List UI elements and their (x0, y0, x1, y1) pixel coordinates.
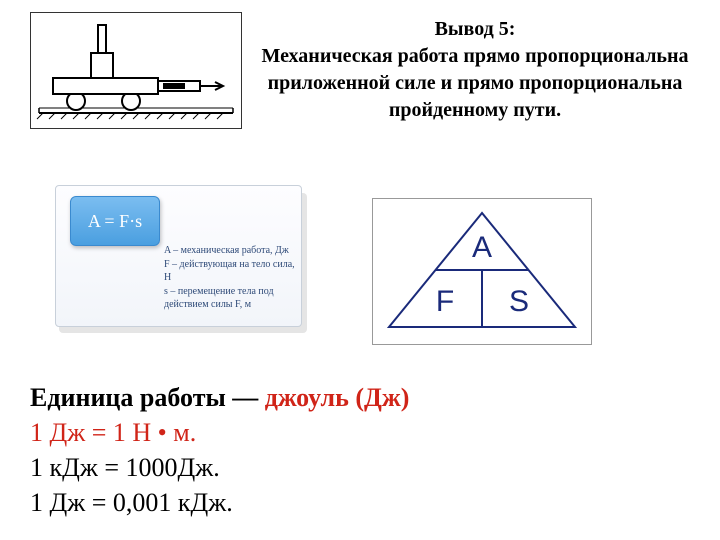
conclusion-header: Вывод 5: Механическая работа прямо пропо… (260, 16, 690, 124)
formula-legend: A – механическая работа, Дж F – действую… (164, 244, 304, 312)
legend-s: s – перемещение тела под действием силы … (164, 285, 304, 312)
units-block: Единица работы — джоуль (Дж) 1 Дж = 1 Н … (30, 380, 690, 520)
conclusion-body: Механическая работа прямо пропорциональн… (260, 43, 690, 124)
units-line-2: 1 Дж = 1 Н • м. (30, 415, 690, 450)
cart-svg (31, 13, 241, 128)
units-line-1: Единица работы — джоуль (Дж) (30, 380, 690, 415)
units-value: джоуль (Дж) (265, 383, 410, 412)
units-line-3: 1 кДж = 1000Дж. (30, 450, 690, 485)
legend-a: A – механическая работа, Дж (164, 244, 304, 258)
cart-diagram (30, 12, 242, 129)
triangle-letter-s: S (509, 285, 529, 318)
formula-equation-box: A = F·s (70, 196, 160, 246)
triangle-letter-f: F (436, 285, 454, 318)
formula-card-body: A = F·s A – механическая работа, Дж F – … (55, 185, 302, 327)
formula-equation: A = F·s (88, 211, 142, 232)
formula-card: A = F·s A – механическая работа, Дж F – … (55, 185, 310, 340)
units-line-4: 1 Дж = 0,001 кДж. (30, 485, 690, 520)
triangle-diagram: A F S (372, 198, 592, 345)
legend-f: F – действующая на тело сила, Н (164, 258, 304, 285)
units-label: Единица работы — (30, 383, 265, 412)
conclusion-title: Вывод 5: (260, 16, 690, 43)
triangle-letter-a: A (472, 231, 492, 264)
triangle-svg: A F S (373, 199, 591, 344)
